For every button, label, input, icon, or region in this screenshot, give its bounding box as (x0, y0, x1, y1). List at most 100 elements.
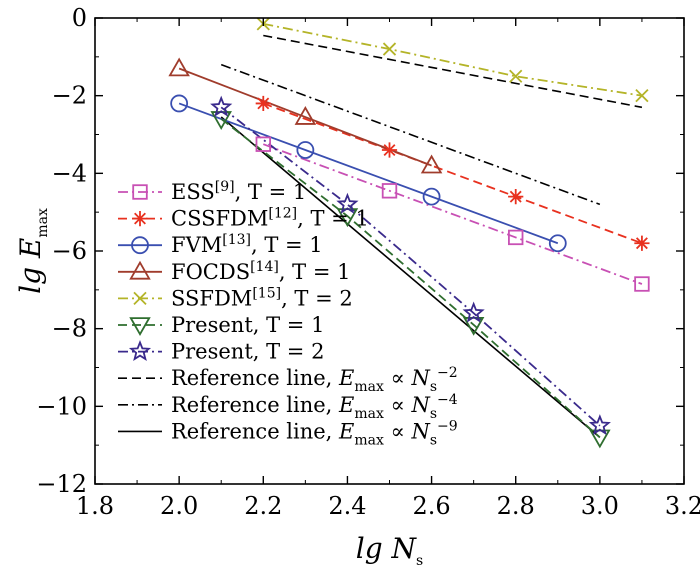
legend-entry-label: FOCDS[14], T = 1 (171, 259, 351, 284)
legend-series-name: FVM (171, 233, 222, 257)
legend-entry-label: Reference line, Emax ∝ Ns−2 (171, 365, 458, 395)
legend-ref-nsub: s (430, 432, 437, 448)
reference-line-1 (263, 34, 643, 109)
data-point-series-7 (336, 192, 359, 214)
x-tick-label: 2.8 (497, 492, 535, 520)
x-tick-label: 1.8 (76, 492, 114, 520)
legend-ref-nsub: s (430, 379, 437, 395)
legend-condition: , T = 1 (235, 180, 307, 204)
legend-ref-esub: max (354, 432, 384, 448)
series-line-7 (220, 106, 601, 427)
x-tick-label: 2.4 (328, 492, 366, 520)
data-point-series-6 (210, 111, 232, 130)
y-axis-label-main: lg E (14, 238, 47, 294)
legend-marker (129, 260, 151, 280)
legend-reference: [13] (222, 232, 251, 248)
legend-ref-esub: max (354, 406, 384, 422)
legend-reference: [12] (268, 206, 297, 222)
data-point-series-1 (381, 183, 398, 199)
data-point-series-7 (462, 301, 485, 323)
y-tick-label: −2 (52, 82, 87, 110)
reference-line-3 (220, 116, 601, 439)
y-axis-label-sub: max (35, 208, 51, 238)
legend-entry-label: Reference line, Emax ∝ Ns−4 (171, 392, 458, 422)
legend-entry-label: SSFDM[15], T = 2 (171, 285, 353, 310)
legend-ref-exp: −9 (437, 418, 458, 434)
data-point-series-3 (422, 187, 441, 206)
data-point-series-5 (635, 89, 649, 103)
data-point-series-7 (210, 95, 233, 117)
legend-entry-label: Present, T = 2 (171, 340, 324, 364)
y-tick-label: −4 (52, 159, 87, 187)
legend-ref-esub: max (354, 379, 384, 395)
legend-ref-e: E (338, 393, 354, 417)
legend-marker (131, 236, 149, 255)
legend-marker (129, 317, 151, 337)
legend-series-name: ESS (171, 180, 215, 204)
legend-ref-label: Reference line, (171, 393, 339, 417)
legend-reference: [15] (252, 285, 281, 301)
series-line-1 (262, 143, 643, 285)
x-tick-label: 3.0 (581, 492, 619, 520)
legend-marker (133, 291, 147, 306)
x-tick-label: 2.6 (412, 492, 450, 520)
series-line-2 (262, 102, 643, 245)
data-point-series-1 (634, 276, 650, 292)
legend-ref-e: E (338, 419, 354, 443)
series-line-5 (263, 22, 643, 97)
y-tick-label: −6 (52, 237, 87, 265)
legend-entry-label: FVM[13], T = 1 (171, 232, 323, 257)
x-tick-label: 2.0 (160, 492, 198, 520)
legend-ref-prop: ∝ (384, 366, 412, 390)
y-tick-label: −8 (52, 315, 87, 343)
data-point-series-1 (508, 229, 524, 246)
legend-ref-prop: ∝ (384, 419, 412, 443)
series-line-3 (178, 102, 559, 245)
data-point-series-4 (168, 57, 190, 77)
series-line-6 (220, 118, 601, 439)
data-point-series-3 (170, 94, 189, 113)
legend-ref-exp: −4 (437, 392, 458, 408)
data-point-series-5 (509, 69, 523, 83)
x-tick-label: 2.2 (244, 492, 282, 520)
legend-ref-nsub: s (430, 406, 437, 422)
series-markers (168, 17, 650, 449)
legend-ref-e: E (338, 366, 354, 390)
y-tick-label: 0 (72, 4, 87, 32)
legend-condition: , T = 1 (297, 207, 369, 231)
legend-series-name: SSFDM (171, 286, 252, 310)
data-point-series-5 (382, 42, 397, 56)
y-tick-label: −10 (36, 392, 87, 420)
legend-ref-n: N (410, 393, 430, 417)
data-point-series-3 (296, 141, 315, 159)
legend-series-name: Present (171, 313, 253, 337)
data-point-series-1 (255, 136, 271, 152)
legend-reference: [9] (215, 179, 235, 195)
legend-ref-exp: −2 (437, 365, 458, 381)
data-point-series-2 (634, 235, 650, 251)
axis-ticks: 1.8 2.0 2.2 2.4 2.6 2.8 3.0 3.2 0 −2 −4 −6 −8 −10 −12 (36, 4, 700, 520)
legend-series-name: FOCDS (171, 260, 250, 284)
legend-condition: , T = 1 (253, 313, 325, 337)
reference-line-2 (220, 63, 601, 206)
legend-ref-n: N (410, 419, 430, 443)
legend-entry-label: ESS[9], T = 1 (171, 179, 306, 204)
data-point-series-2 (508, 189, 524, 205)
legend-condition: , T = 1 (251, 233, 323, 257)
legend-reference: [14] (250, 259, 279, 275)
legend-series-name: Present (171, 340, 253, 364)
legend-entry-label: Present, T = 1 (171, 313, 324, 337)
legend-marker (132, 211, 148, 227)
legend-series-name: CSSFDM (171, 207, 268, 231)
x-axis-label: lg Ns (356, 532, 423, 569)
x-axis-label-sub: s (416, 553, 423, 569)
legend-entry-label: CSSFDM[12], T = 1 (171, 206, 369, 231)
legend-condition: , T = 2 (281, 286, 353, 310)
y-tick-label: −12 (36, 470, 87, 498)
data-point-series-2 (381, 142, 398, 158)
x-axis-label-main: lg N (356, 532, 418, 565)
legend-ref-label: Reference line, (171, 366, 339, 390)
data-point-series-7 (588, 414, 611, 436)
legend-marker (128, 339, 152, 362)
